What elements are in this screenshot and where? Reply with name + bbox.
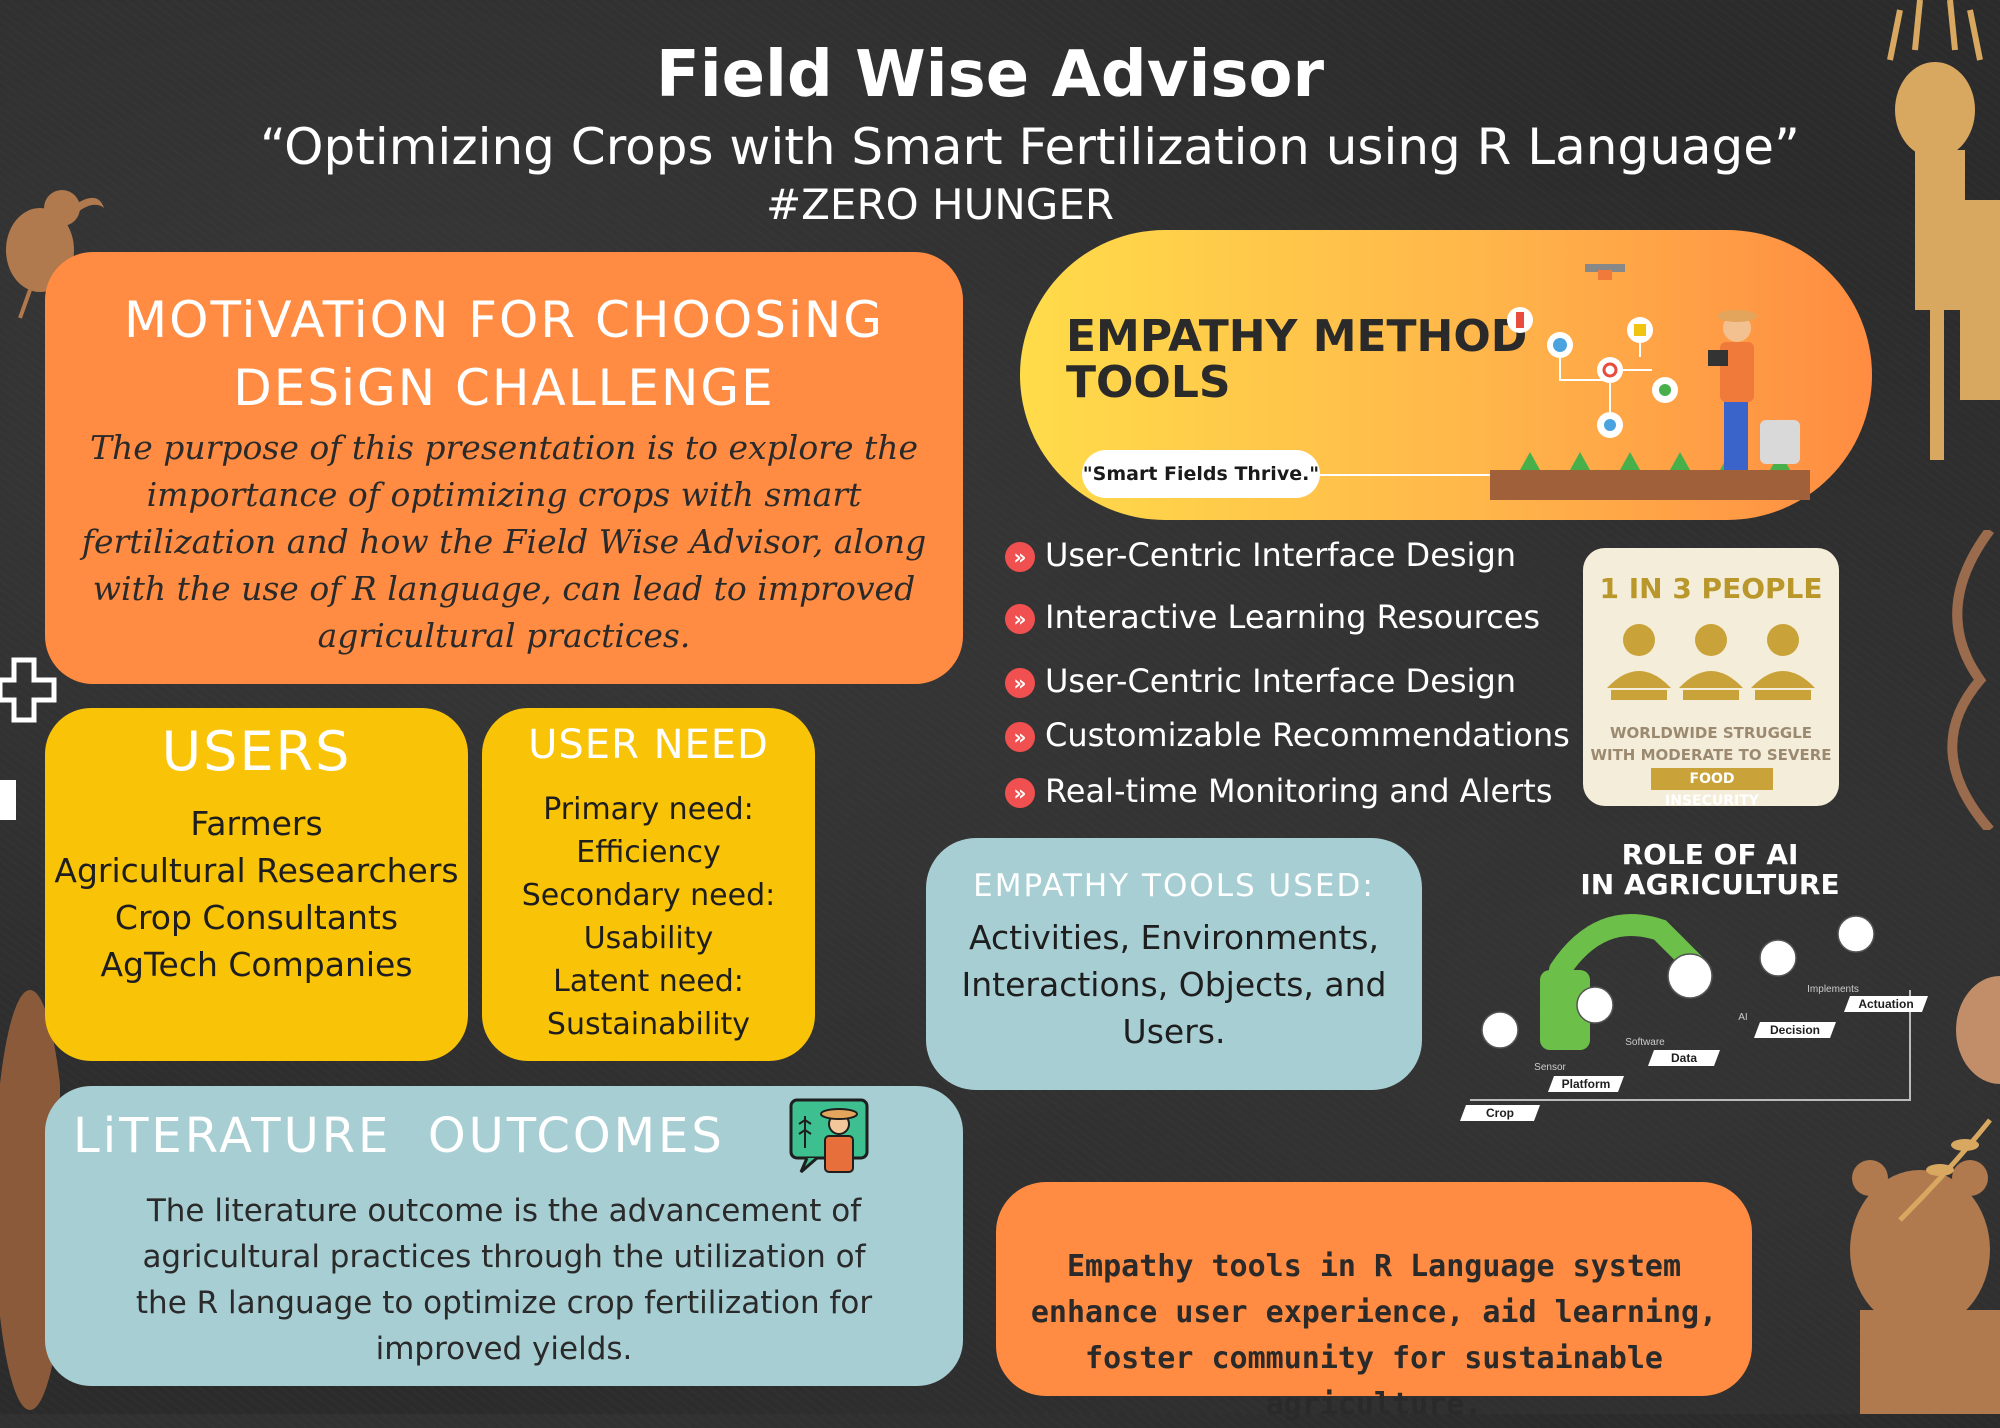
deer-illustration bbox=[1887, 0, 2000, 460]
tagline-pill: "Smart Fields Thrive." bbox=[1082, 450, 1320, 498]
tool-item: » Interactive Learning Resources bbox=[1005, 598, 1540, 636]
ai-role-title: ROLE OF AI IN AGRICULTURE bbox=[1560, 840, 1860, 900]
need-label-primary: Primary need: bbox=[543, 792, 754, 827]
summary-body: Empathy tools in R Language system enhan… bbox=[1030, 1249, 1718, 1422]
tool-item: » User-Centric Interface Design bbox=[1005, 536, 1516, 574]
leaf-illustration bbox=[1947, 530, 1995, 830]
empathy-method-heading: EMPATHY METHOD TOOLS bbox=[1066, 314, 1527, 406]
user-item: AgTech Companies bbox=[100, 945, 413, 984]
need-value-latent: Sustainability bbox=[546, 1007, 751, 1042]
double-chevron-icon: » bbox=[1005, 604, 1035, 634]
literature-card: LiTERATURE OUTCOMES The literature outco… bbox=[45, 1086, 963, 1386]
tool-item: » Customizable Recommendations bbox=[1005, 716, 1570, 754]
user-need-card: USER NEED Primary need: Efficiency Secon… bbox=[482, 708, 815, 1061]
empathy-tools-used-heading: EMPATHY TOOLS USED: bbox=[973, 868, 1375, 904]
summary-card: Empathy tools in R Language system enhan… bbox=[996, 1182, 1752, 1422]
user-item: Farmers bbox=[190, 804, 323, 843]
literature-heading: LiTERATURE OUTCOMES bbox=[73, 1108, 725, 1164]
ai-role-title-line2: IN AGRICULTURE bbox=[1580, 868, 1840, 901]
hashtag: #ZERO HUNGER bbox=[765, 180, 1115, 229]
double-chevron-icon: » bbox=[1005, 542, 1035, 572]
motivation-card: MOTiVATiON FOR CHOOSiNG DESiGN CHALLENGE… bbox=[45, 252, 963, 684]
empathy-method-heading-line2: TOOLS bbox=[1066, 357, 1231, 408]
tool-item-label: Real-time Monitoring and Alerts bbox=[1045, 772, 1553, 810]
double-chevron-icon: » bbox=[1005, 668, 1035, 698]
bird-illustration bbox=[6, 190, 104, 319]
ai-step-crop: Crop bbox=[1486, 1106, 1514, 1120]
need-value-secondary: Usability bbox=[583, 921, 714, 956]
double-chevron-icon: » bbox=[1005, 722, 1035, 752]
empathy-tools-used-card: EMPATHY TOOLS USED: Activities, Environm… bbox=[926, 838, 1422, 1090]
page-subtitle: “Optimizing Crops with Smart Fertilizati… bbox=[260, 118, 1800, 176]
empathy-tools-used-body: Activities, Environments, Interactions, … bbox=[961, 918, 1387, 1051]
tool-item: » Real-time Monitoring and Alerts bbox=[1005, 772, 1553, 810]
user-need-heading: USER NEED bbox=[528, 722, 769, 768]
literature-body: The literature outcome is the advancemen… bbox=[135, 1193, 873, 1367]
stat-line2: WITH MODERATE TO SEVERE bbox=[1590, 746, 1832, 764]
ai-step-decision: Decision bbox=[1770, 1023, 1820, 1037]
need-label-latent: Latent need: bbox=[553, 964, 744, 999]
motivation-heading: MOTiVATiON FOR CHOOSiNG DESiGN CHALLENGE bbox=[45, 286, 963, 422]
ai-step-data: Data bbox=[1671, 1051, 1697, 1065]
need-value-primary: Efficiency bbox=[576, 835, 721, 870]
users-heading: USERS bbox=[161, 720, 352, 783]
farmer-icon bbox=[789, 1098, 869, 1174]
tool-item: » User-Centric Interface Design bbox=[1005, 662, 1516, 700]
stat-line3: FOOD INSECURITY bbox=[1651, 768, 1773, 809]
empathy-method-heading-line1: EMPATHY METHOD bbox=[1066, 311, 1528, 362]
double-chevron-icon: » bbox=[1005, 778, 1035, 808]
ai-connector-ai: AI bbox=[1738, 1012, 1747, 1023]
tool-item-label: Interactive Learning Resources bbox=[1045, 598, 1541, 636]
tool-item-label: Customizable Recommendations bbox=[1045, 716, 1570, 754]
people-icon bbox=[1607, 624, 1815, 700]
ai-connector-software: Software bbox=[1625, 1037, 1665, 1048]
users-card: USERS Farmers Agricultural Researchers C… bbox=[45, 708, 468, 1061]
smart-farm-illustration bbox=[1490, 264, 1810, 500]
stat-headline: 1 IN 3 PEOPLE bbox=[1599, 572, 1823, 605]
tool-item-label: User-Centric Interface Design bbox=[1045, 536, 1517, 574]
plus-shape bbox=[0, 657, 57, 820]
bear-illustration bbox=[1850, 1160, 2000, 1414]
need-label-secondary: Secondary need: bbox=[521, 878, 776, 913]
users-list: Farmers Agricultural Researchers Crop Co… bbox=[45, 800, 468, 988]
motivation-body: The purpose of this presentation is to e… bbox=[81, 428, 927, 655]
plant-illustration bbox=[1898, 1118, 1992, 1222]
ai-connector-implements: Implements bbox=[1807, 984, 1859, 995]
ai-connector-sensor: Sensor bbox=[1534, 1062, 1566, 1073]
empathy-method-banner: EMPATHY METHOD TOOLS "Smart Fields Thriv… bbox=[1020, 230, 1872, 520]
ai-agriculture-diagram: Crop Platform Data Decision Actuation Se… bbox=[1460, 914, 1928, 1121]
motivation-heading-line2: DESiGN CHALLENGE bbox=[233, 359, 775, 417]
ai-step-platform: Platform bbox=[1562, 1077, 1611, 1091]
shell-illustration bbox=[1956, 976, 2000, 1084]
user-item: Crop Consultants bbox=[114, 898, 399, 937]
tool-item-label: User-Centric Interface Design bbox=[1045, 662, 1517, 700]
user-item: Agricultural Researchers bbox=[54, 851, 459, 890]
page-title: Field Wise Advisor bbox=[655, 38, 1325, 112]
tagline-connector bbox=[1320, 474, 1520, 476]
stat-line1: WORLDWIDE STRUGGLE bbox=[1609, 724, 1813, 742]
ai-role-title-line1: ROLE OF AI bbox=[1621, 838, 1799, 871]
ai-step-actuation: Actuation bbox=[1858, 997, 1913, 1011]
motivation-heading-line1: MOTiVATiON FOR CHOOSiNG bbox=[123, 291, 884, 349]
user-need-list: Primary need: Efficiency Secondary need:… bbox=[482, 788, 815, 1046]
food-insecurity-stat: 1 IN 3 PEOPLE WORLDWIDE STRUGGLE WITH MO… bbox=[1583, 548, 1839, 809]
